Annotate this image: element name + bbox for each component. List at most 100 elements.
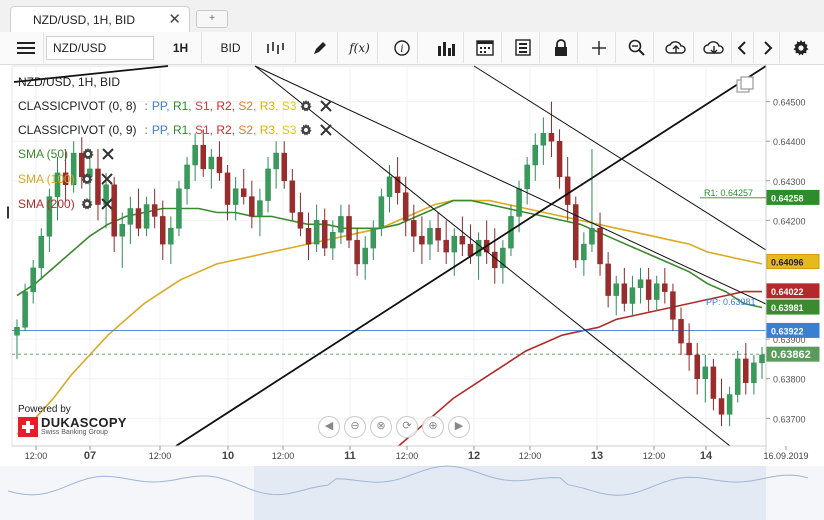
price-tag: 0.63862 [766,346,820,362]
legend-pivot-9: CLASSICPIVOT (0, 9) : PP, R1, S1, R2, S2… [18,121,333,139]
x-tick-label: 13 [591,450,603,462]
crosshair-icon [591,40,606,55]
settings-button[interactable] [786,32,816,63]
fit-button[interactable]: ⟳ [396,416,418,438]
volume-button[interactable] [428,32,464,63]
legend-sma50: SMA (50) [18,145,114,163]
calendar-button[interactable] [468,32,502,63]
candle-body [394,176,401,193]
crosshair-button[interactable] [582,32,616,63]
close-icon[interactable] [100,198,113,210]
zoom-button[interactable] [620,32,654,63]
pencil-icon [313,41,326,54]
candle-body [289,180,296,213]
candle-body [143,204,150,229]
table-icon [514,39,531,56]
price-axis: 0.64500 0.64400 0.64300 0.64200 0.63900 0.638… [7,64,820,456]
candle-body [338,216,344,233]
scroll-right-button[interactable] [756,32,780,63]
side-label: BID [220,40,241,55]
scroll-left-button[interactable] [730,32,754,63]
candles [14,101,765,427]
candle-body [224,172,231,205]
upload-button[interactable] [658,32,694,63]
gear-icon[interactable] [300,100,313,112]
period-select[interactable]: 1H [160,32,202,63]
channel-upper [254,65,767,305]
y-tick-label: 0.64500 [773,98,806,108]
channel-lower [254,65,731,447]
scroll-back-button[interactable]: ◀ [318,416,340,438]
navigator [0,465,824,520]
lock-icon [554,39,567,56]
pivot-8-name: CLASSICPIVOT (0, 8) [18,99,137,113]
price-tag-label: 0.63862 [771,349,811,361]
gear-icon[interactable] [81,173,93,185]
table-button[interactable] [506,32,540,63]
candle-body [313,220,320,245]
close-icon[interactable] [320,124,333,136]
zoom-reset-button[interactable]: ⊗ [370,416,392,438]
scroll-forward-button[interactable]: ▶ [448,416,470,438]
price-tag-bg [766,322,820,338]
symbol-label: NZD/USD [53,41,107,55]
add-tab-button[interactable]: + [196,10,228,28]
gear-icon[interactable] [300,124,313,136]
close-icon[interactable] [320,100,333,112]
y-tick-label: 0.63900 [773,335,806,345]
branding: Powered by DUKASCOPY Swiss Banking Group [18,404,127,437]
chevron-right-icon [763,40,772,55]
info-button[interactable]: i [386,32,418,63]
pivot-9-r3: R3, [259,123,279,137]
gear-icon[interactable] [82,148,94,160]
zoom-out-button[interactable]: ⊖ [344,416,366,438]
tab-close-icon[interactable]: ✕ [168,11,181,28]
candle-body [637,279,644,288]
candle-body [427,228,433,245]
price-tag-label: 0.64258 [771,193,804,203]
price-tag-label: 0.63922 [771,326,804,336]
pivot-9-sep: : [144,123,148,137]
price-tag-label: 0.64096 [771,258,804,268]
draw-button[interactable] [302,32,338,63]
candle-body [451,235,458,253]
price-tag-bg [766,346,820,362]
indicators-button[interactable]: f(x) [342,32,378,63]
symbol-select[interactable]: NZD/USD [46,36,154,60]
price-tag: 0.64258 [766,189,820,205]
pivot-8-r3: R3, [259,99,279,113]
sma100-label: SMA (100) [18,172,75,186]
candle-body [662,283,668,292]
candle-body [645,279,652,300]
chart-type-button[interactable] [256,32,296,63]
candle-body [240,188,247,197]
side-select[interactable]: BID [210,32,252,63]
menu-button[interactable] [8,32,44,63]
candle-body [597,228,603,265]
download-button[interactable] [696,32,732,63]
candle-body [354,239,360,265]
tab-title[interactable]: NZD/USD, 1H, BID [33,13,136,27]
close-icon[interactable] [102,148,114,160]
candle-body [573,204,579,261]
lock-button[interactable] [544,32,578,63]
close-icon[interactable] [100,173,113,185]
pivot-9-name: CLASSICPIVOT (0, 9) [18,123,137,137]
level-label: R1: 0.64257 [704,188,753,198]
candle-body [613,283,619,296]
zoom-icon [628,39,645,56]
candle-body [678,319,684,344]
zoom-in-button[interactable]: ⊕ [422,416,444,438]
candle-body [38,235,45,269]
candle-body [151,204,158,217]
price-chart[interactable]: 0.64500 0.64400 0.64300 0.64200 0.63900 0.638… [0,64,824,520]
gear-icon[interactable] [81,198,93,210]
candle-body [281,152,287,182]
pivot-9-r1: R1, [172,123,192,137]
y-tick-label: 0.63700 [773,414,806,424]
chart-tab[interactable]: NZD/USD, 1H, BID ✕ [10,6,190,32]
y-tick-label: 0.63800 [773,375,806,385]
dukascopy-logo: DUKASCOPY [41,415,127,430]
popout-icon[interactable] [736,76,754,94]
candle-body [411,220,417,237]
